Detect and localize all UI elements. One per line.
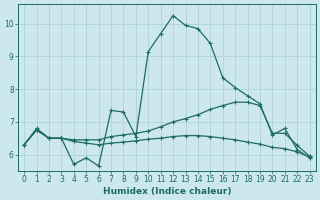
X-axis label: Humidex (Indice chaleur): Humidex (Indice chaleur) [103,187,231,196]
